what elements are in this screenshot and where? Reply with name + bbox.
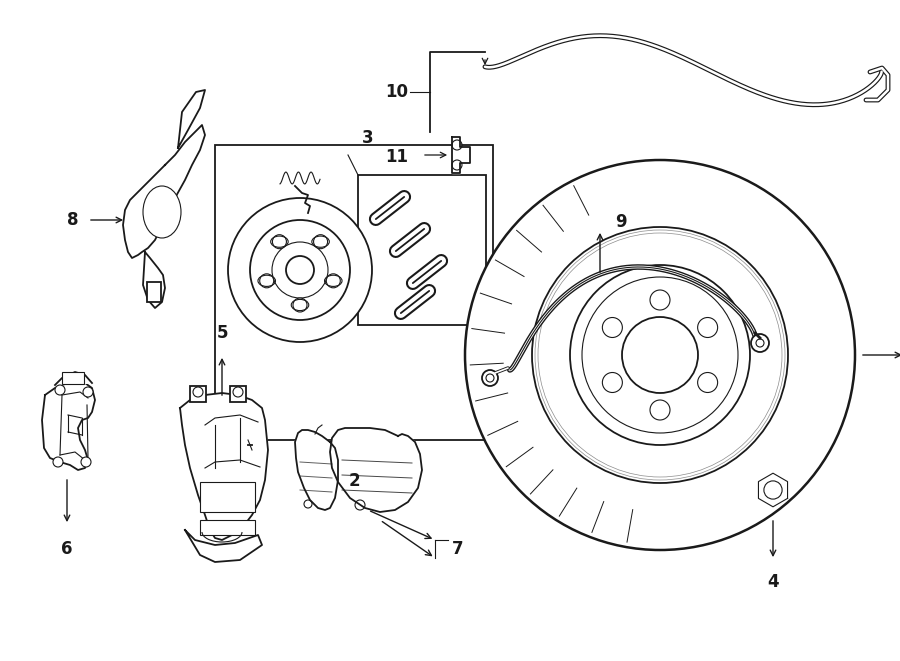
Circle shape	[53, 457, 63, 467]
Circle shape	[698, 317, 717, 338]
Polygon shape	[452, 137, 470, 173]
Text: 11: 11	[385, 148, 408, 166]
Circle shape	[293, 298, 307, 312]
Circle shape	[81, 457, 91, 467]
Polygon shape	[295, 430, 338, 510]
Circle shape	[313, 235, 328, 249]
Text: 9: 9	[615, 213, 626, 231]
Bar	[215, 145, 493, 440]
Circle shape	[327, 274, 340, 288]
Polygon shape	[185, 530, 262, 562]
Bar	[190, 386, 206, 402]
Text: 6: 6	[61, 540, 73, 558]
Circle shape	[228, 198, 372, 342]
Circle shape	[622, 317, 698, 393]
Circle shape	[465, 160, 855, 550]
Circle shape	[250, 220, 350, 320]
Text: 2: 2	[348, 472, 360, 490]
Circle shape	[650, 290, 670, 310]
Polygon shape	[143, 252, 165, 308]
Circle shape	[482, 370, 498, 386]
Circle shape	[650, 400, 670, 420]
Polygon shape	[123, 125, 205, 258]
Bar	[200, 482, 255, 512]
Circle shape	[260, 274, 274, 288]
Circle shape	[272, 242, 328, 298]
Bar	[147, 282, 161, 302]
Circle shape	[83, 387, 93, 397]
Ellipse shape	[143, 186, 181, 238]
Text: 3: 3	[362, 129, 374, 147]
Text: 7: 7	[452, 540, 464, 558]
Polygon shape	[330, 428, 422, 512]
Circle shape	[273, 235, 286, 249]
Bar	[358, 175, 486, 325]
Text: 4: 4	[767, 573, 778, 591]
Polygon shape	[42, 382, 95, 470]
Polygon shape	[180, 393, 268, 540]
Polygon shape	[55, 372, 92, 385]
Circle shape	[286, 256, 314, 284]
Circle shape	[602, 317, 623, 338]
Circle shape	[532, 227, 788, 483]
Text: 10: 10	[385, 83, 408, 101]
Text: 5: 5	[216, 324, 228, 342]
Bar	[230, 386, 246, 402]
Circle shape	[570, 265, 750, 445]
Polygon shape	[759, 473, 788, 507]
Circle shape	[751, 334, 769, 352]
Circle shape	[55, 385, 65, 395]
Circle shape	[698, 373, 717, 393]
Polygon shape	[178, 90, 205, 148]
Circle shape	[602, 373, 623, 393]
Bar	[200, 520, 255, 535]
Text: 8: 8	[67, 211, 78, 229]
Bar	[62, 372, 84, 384]
